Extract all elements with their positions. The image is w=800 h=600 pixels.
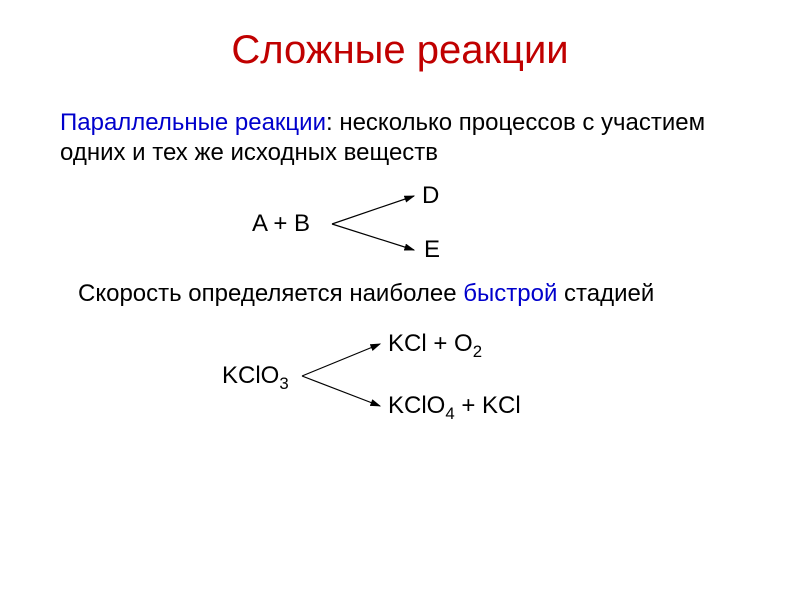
rate-before: Скорость определяется наиболее xyxy=(78,280,463,307)
arrow-up-1 xyxy=(332,196,414,224)
reaction-scheme-1: A + B D E xyxy=(0,180,800,270)
slide-title: Сложные реакции xyxy=(0,28,800,73)
rate-after: стадией xyxy=(557,280,654,307)
rate-determining-line: Скорость определяется наиболее быстрой с… xyxy=(78,280,654,308)
slide: Сложные реакции Параллельные реакции: не… xyxy=(0,0,800,600)
arrow-down-1 xyxy=(332,224,414,250)
definition-paragraph: Параллельные реакции: несколько процессо… xyxy=(60,108,740,168)
definition-lead: Параллельные реакции xyxy=(60,109,326,136)
arrow-down-2 xyxy=(302,376,380,406)
rate-fast-word: быстрой xyxy=(463,280,557,307)
reaction2-arrows xyxy=(0,330,800,430)
reaction1-arrows xyxy=(0,180,800,270)
reaction-scheme-2: KClO3 KCl + O2 KClO4 + KCl xyxy=(0,330,800,430)
arrow-up-2 xyxy=(302,344,380,376)
